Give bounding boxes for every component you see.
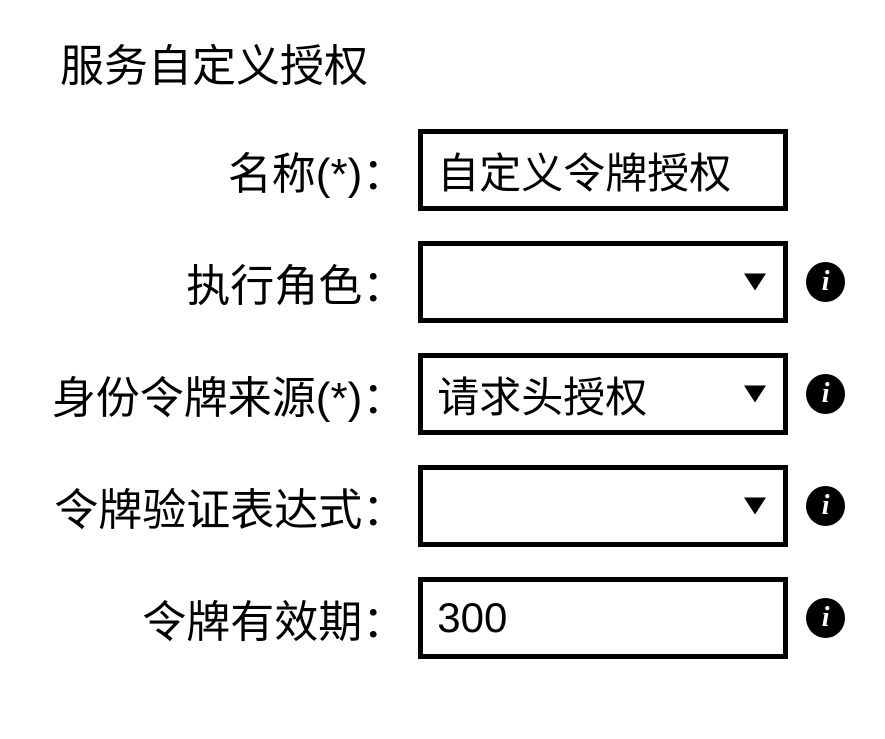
label-token-validation: 令牌验证表达式： bbox=[40, 474, 418, 538]
label-token-source: 身份令牌来源(*)： bbox=[40, 362, 418, 426]
name-input[interactable] bbox=[418, 129, 788, 211]
field-wrap-token-expiry bbox=[418, 577, 788, 659]
info-spacer bbox=[806, 150, 845, 190]
field-wrap-name bbox=[418, 129, 788, 211]
form-container: 服务自定义授权 名称(*)： 执行角色： i 身份令牌来源(*)： 请求头授权 … bbox=[0, 0, 885, 719]
info-icon[interactable]: i bbox=[806, 262, 845, 302]
token-source-select[interactable]: 请求头授权 bbox=[418, 353, 788, 435]
field-wrap-token-source: 请求头授权 bbox=[418, 353, 788, 435]
row-token-source: 身份令牌来源(*)： 请求头授权 i bbox=[40, 353, 845, 435]
field-wrap-token-validation bbox=[418, 465, 788, 547]
page-title: 服务自定义授权 bbox=[60, 30, 845, 94]
token-source-value: 请求头授权 bbox=[437, 364, 647, 425]
info-icon[interactable]: i bbox=[806, 374, 845, 414]
label-token-expiry: 令牌有效期： bbox=[40, 586, 418, 650]
info-icon[interactable]: i bbox=[806, 598, 845, 638]
row-token-validation: 令牌验证表达式： i bbox=[40, 465, 845, 547]
row-name: 名称(*)： bbox=[40, 129, 845, 211]
token-validation-select[interactable] bbox=[418, 465, 788, 547]
execution-role-select[interactable] bbox=[418, 241, 788, 323]
field-wrap-execution-role bbox=[418, 241, 788, 323]
label-execution-role: 执行角色： bbox=[40, 250, 418, 314]
info-icon[interactable]: i bbox=[806, 486, 845, 526]
row-token-expiry: 令牌有效期： i bbox=[40, 577, 845, 659]
row-execution-role: 执行角色： i bbox=[40, 241, 845, 323]
token-expiry-input[interactable] bbox=[418, 577, 788, 659]
label-name: 名称(*)： bbox=[40, 138, 418, 202]
